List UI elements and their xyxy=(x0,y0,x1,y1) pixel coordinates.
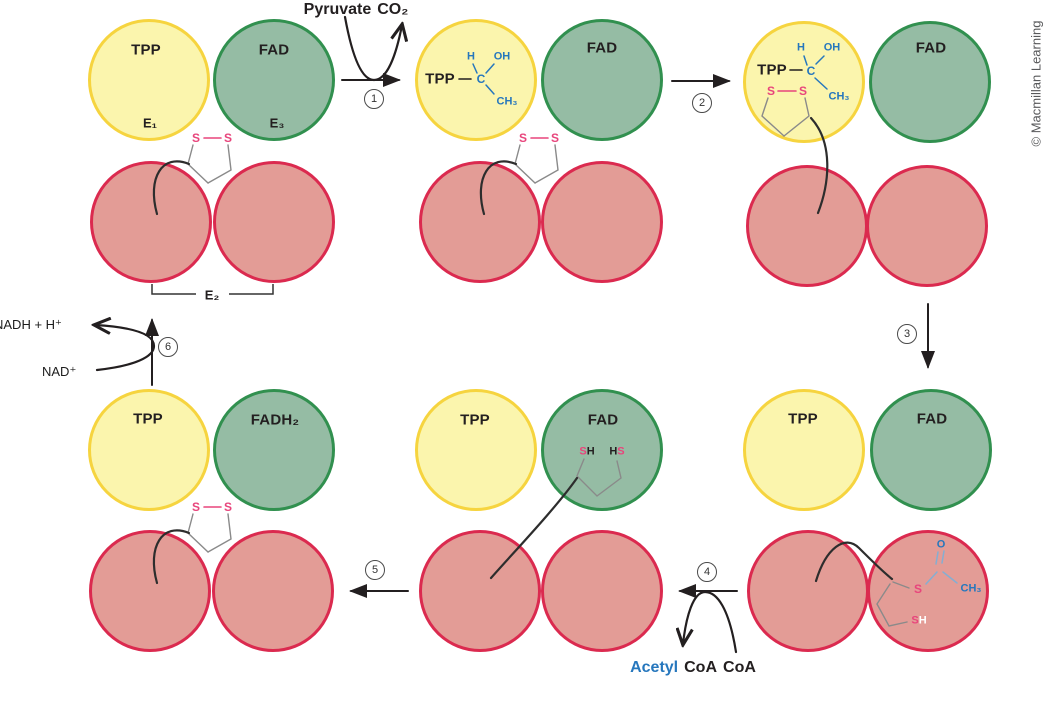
e2-core-circle-right xyxy=(213,161,335,283)
e1-label: E₁ xyxy=(142,115,158,131)
e3-fadh2-circle xyxy=(213,389,335,511)
lipoamide-ring-p3 xyxy=(761,90,829,215)
ch3-group: CH₃ xyxy=(960,582,982,595)
step-4-badge: 4 xyxy=(697,562,717,582)
sh-group: SH xyxy=(579,445,595,458)
e2-core-circle-right xyxy=(212,530,334,652)
e2-core-circle-left xyxy=(90,161,212,283)
coa-label: CoA xyxy=(684,659,718,676)
e2-core-circle-right xyxy=(541,161,663,283)
e3-fad-circle xyxy=(541,19,663,141)
tpp-label: TPP xyxy=(788,410,818,428)
fad-label: FAD xyxy=(915,39,947,57)
h-atom: H xyxy=(586,445,595,458)
o-atom: O xyxy=(936,538,946,551)
tpp-label: TPP xyxy=(131,41,161,59)
sulfur-atom: S xyxy=(223,131,233,145)
e2-core-circle-left xyxy=(89,530,211,652)
sulfur-atom: S xyxy=(617,445,625,458)
e3-fad-circle xyxy=(870,389,992,511)
fadh2-label: FADH₂ xyxy=(250,411,300,429)
h-atom: H xyxy=(918,614,927,627)
h-atom: H xyxy=(467,50,475,63)
sulfur-atom: S xyxy=(191,131,201,145)
e2-core-circle-left xyxy=(746,165,868,287)
sulfur-atom: S xyxy=(766,84,776,98)
step-6-badge: 6 xyxy=(158,337,178,357)
sulfur-atom: S xyxy=(191,500,201,514)
fad-label: FAD xyxy=(586,39,618,57)
lipoamide-ring-p2 xyxy=(479,137,559,216)
fad-label: FAD xyxy=(258,41,290,59)
pyruvate-co2-label: Pyruvate CO₂ xyxy=(304,2,409,18)
tpp-label: TPP xyxy=(460,411,490,429)
e1-tpp-circle xyxy=(743,21,865,143)
nadh-label: NADH + H⁺ xyxy=(0,317,62,332)
step-3-badge: 3 xyxy=(897,324,917,344)
lipoyl-tether xyxy=(814,541,894,583)
tpp-label: TPP xyxy=(757,61,787,79)
h-atom: H xyxy=(797,41,805,54)
oh-group: OH xyxy=(823,41,841,54)
e2-core-circle-right xyxy=(866,165,988,287)
sulfur-atom: S xyxy=(550,131,560,145)
lipoyl-tether xyxy=(489,476,579,580)
fad-label: FAD xyxy=(916,410,948,428)
lipoamide-ring-p6 xyxy=(152,506,232,585)
lipoyl-tether xyxy=(152,160,191,216)
h-atom: H xyxy=(609,445,618,458)
lipoyl-tether xyxy=(152,529,191,585)
acetyl-lipoamide-p4 xyxy=(814,541,958,627)
e3-fad-circle xyxy=(541,389,663,511)
e1-tpp-circle xyxy=(415,389,537,511)
pyruvate-co2-curved-arrow xyxy=(343,15,402,82)
c-atom: C xyxy=(806,64,816,78)
publisher-credit: © Macmillan Learning xyxy=(1028,20,1044,147)
ch3-group: CH₃ xyxy=(828,90,850,103)
e1-tpp-circle xyxy=(88,389,210,511)
nad-label: NAD⁺ xyxy=(42,364,77,379)
acetyl-label: Acetyl xyxy=(630,659,679,676)
dithiol-arm-p5 xyxy=(489,458,622,580)
nad-nadh-curved-arrow xyxy=(95,325,156,372)
hs-group: HS xyxy=(609,445,625,458)
sulfur-atom: S xyxy=(223,500,233,514)
oh-group: OH xyxy=(493,50,511,63)
lipoamide-ring-p1 xyxy=(152,137,232,216)
step-2-badge: 2 xyxy=(692,93,712,113)
e2-label: E₂ xyxy=(204,287,220,303)
e2-core-circle-left xyxy=(747,530,869,652)
acetyl-coa-label: Acetyl CoA CoA xyxy=(630,660,756,676)
pyruvate-label: Pyruvate xyxy=(303,1,372,18)
sulfur-atom: S xyxy=(518,131,528,145)
fad-label: FAD xyxy=(587,411,619,429)
e2-core-circle-right xyxy=(541,530,663,652)
co2-label: CO₂ xyxy=(377,1,409,18)
e2-core-circle-left xyxy=(419,161,541,283)
lipoyl-tether xyxy=(809,116,829,215)
coa-label: CoA xyxy=(723,659,756,676)
tpp-label: TPP xyxy=(425,70,455,88)
sulfur-atom: S xyxy=(798,84,808,98)
step-5-badge: 5 xyxy=(365,560,385,580)
c-atom: C xyxy=(476,72,486,86)
e1-tpp-circle xyxy=(743,389,865,511)
tpp-label: TPP xyxy=(133,410,163,428)
step-1-badge: 1 xyxy=(364,89,384,109)
sulfur-atom: S xyxy=(913,582,923,596)
ch3-group: CH₃ xyxy=(496,95,518,108)
coa-acetylcoa-curved-arrow xyxy=(683,590,738,654)
e2-core-circle-left xyxy=(419,530,541,652)
e3-label: E₃ xyxy=(269,115,285,131)
sh-group: SH xyxy=(911,614,927,627)
lipoyl-tether xyxy=(479,160,518,216)
